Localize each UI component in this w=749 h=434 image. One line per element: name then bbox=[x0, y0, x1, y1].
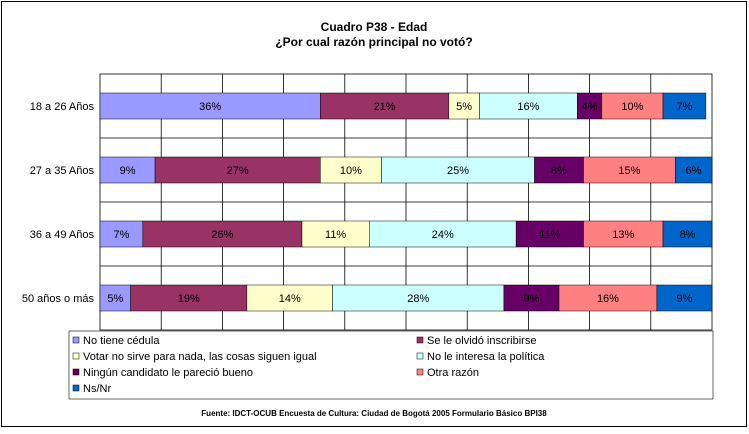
data-label: 8% bbox=[551, 165, 567, 177]
bar-segment bbox=[320, 156, 382, 184]
bar-segment bbox=[99, 220, 144, 248]
legend-label: No tiene cédula bbox=[83, 335, 160, 347]
bar-segment bbox=[99, 284, 131, 312]
data-label: 9% bbox=[677, 293, 693, 305]
bar-segment bbox=[662, 92, 707, 120]
data-label: 24% bbox=[432, 229, 454, 241]
bar-segment bbox=[369, 220, 517, 248]
bar-segment bbox=[448, 92, 480, 120]
bars: 36% 21% 5% 16% 4% 10% 7% 9% 27% 10% 25% 8% 15% 6% 7% 26… bbox=[99, 92, 713, 312]
bar-segment bbox=[479, 92, 578, 120]
data-label: 15% bbox=[618, 165, 640, 177]
category-label: 18 a 26 Años bbox=[30, 101, 95, 113]
data-label: 10% bbox=[340, 165, 362, 177]
bar-segment bbox=[577, 92, 603, 120]
source-note: Fuente: IDCT-OCUB Encuesta de Cultura: C… bbox=[201, 409, 547, 418]
bar-segment bbox=[142, 220, 303, 248]
bar-segment bbox=[601, 92, 664, 120]
legend-swatch bbox=[72, 352, 80, 360]
data-label: 9% bbox=[120, 165, 136, 177]
data-label: 11% bbox=[539, 229, 560, 241]
data-label: 28% bbox=[407, 293, 429, 305]
category-label: 36 a 49 Años bbox=[30, 229, 95, 241]
bar-segment bbox=[154, 156, 321, 184]
data-label: 25% bbox=[447, 165, 469, 177]
legend bbox=[68, 330, 714, 400]
bar-segment bbox=[583, 220, 664, 248]
bar-segment bbox=[534, 156, 584, 184]
legend-label: Votar no sirve para nada, las cosas sigu… bbox=[83, 351, 317, 363]
legend-label: Ningún candidato le pareció bueno bbox=[83, 367, 253, 379]
data-label: 4% bbox=[582, 101, 598, 113]
bar-segment bbox=[583, 156, 676, 184]
data-label: 27% bbox=[227, 165, 249, 177]
category-label: 27 a 35 Años bbox=[30, 165, 95, 177]
legend-swatch bbox=[72, 336, 80, 344]
data-label: 9% bbox=[524, 293, 540, 305]
legend-swatch bbox=[416, 336, 424, 344]
bar-segment bbox=[675, 156, 713, 184]
bar-segment bbox=[99, 156, 156, 184]
bar-segment bbox=[332, 284, 505, 312]
bar-segment bbox=[656, 284, 713, 312]
data-label: 11% bbox=[325, 229, 346, 241]
data-label: 14% bbox=[279, 293, 301, 305]
data-label: 13% bbox=[612, 229, 634, 241]
data-label: 26% bbox=[211, 229, 233, 241]
data-label: 16% bbox=[517, 101, 539, 113]
chart-subtitle: ¿Por cual razón principal no votó? bbox=[275, 35, 472, 49]
bar-segment bbox=[130, 284, 248, 312]
data-label: 7% bbox=[113, 229, 129, 241]
data-label: 10% bbox=[621, 101, 643, 113]
data-label: 5% bbox=[107, 293, 123, 305]
bar-segment bbox=[320, 92, 450, 120]
legend-swatch bbox=[72, 384, 80, 392]
legend-label: Otra razón bbox=[427, 367, 479, 379]
chart-title: Cuadro P38 - Edad bbox=[321, 20, 428, 34]
category-label: 50 años o más bbox=[22, 293, 95, 305]
bar-segment bbox=[99, 92, 321, 120]
data-label: 7% bbox=[677, 101, 693, 113]
category-labels: 18 a 26 Años 27 a 35 Años 36 a 49 Años 50 a… bbox=[22, 101, 95, 305]
data-label: 19% bbox=[178, 293, 200, 305]
legend-label: Ns/Nr bbox=[83, 383, 111, 395]
legend-label: No le interesa la política bbox=[427, 351, 545, 363]
legend-swatch bbox=[72, 368, 80, 376]
data-label: 5% bbox=[456, 101, 472, 113]
bar-segment bbox=[515, 220, 584, 248]
legend-items: No tiene cédula Se le olvidó inscribirse V… bbox=[72, 335, 545, 395]
bar-segment bbox=[662, 220, 713, 248]
data-label: 16% bbox=[597, 293, 619, 305]
legend-label: Se le olvidó inscribirse bbox=[427, 335, 536, 347]
bar-segment bbox=[558, 284, 658, 312]
data-label: 6% bbox=[686, 165, 702, 177]
data-label: 21% bbox=[374, 101, 396, 113]
legend-swatch bbox=[416, 368, 424, 376]
bar-segment bbox=[381, 156, 535, 184]
bar-segment bbox=[503, 284, 560, 312]
data-label: 36% bbox=[199, 101, 221, 113]
bar-segment bbox=[246, 284, 333, 312]
data-label: 8% bbox=[680, 229, 696, 241]
legend-swatch bbox=[416, 352, 424, 360]
